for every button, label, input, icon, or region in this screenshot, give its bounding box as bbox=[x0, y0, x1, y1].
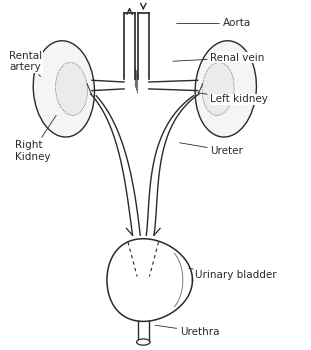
Ellipse shape bbox=[33, 41, 95, 137]
Text: Rental
artery: Rental artery bbox=[9, 50, 42, 77]
Text: Ureter: Ureter bbox=[180, 143, 243, 156]
Text: Urethra: Urethra bbox=[155, 325, 220, 337]
Ellipse shape bbox=[137, 339, 150, 345]
Ellipse shape bbox=[195, 41, 256, 137]
Text: Renal vein: Renal vein bbox=[173, 53, 265, 63]
Ellipse shape bbox=[202, 62, 234, 116]
Text: Urinary bladder: Urinary bladder bbox=[189, 268, 277, 280]
Text: Left kidney: Left kidney bbox=[198, 93, 268, 104]
Text: Right
Kidney: Right Kidney bbox=[15, 115, 56, 162]
Text: Aorta: Aorta bbox=[177, 19, 251, 28]
Ellipse shape bbox=[56, 62, 87, 116]
